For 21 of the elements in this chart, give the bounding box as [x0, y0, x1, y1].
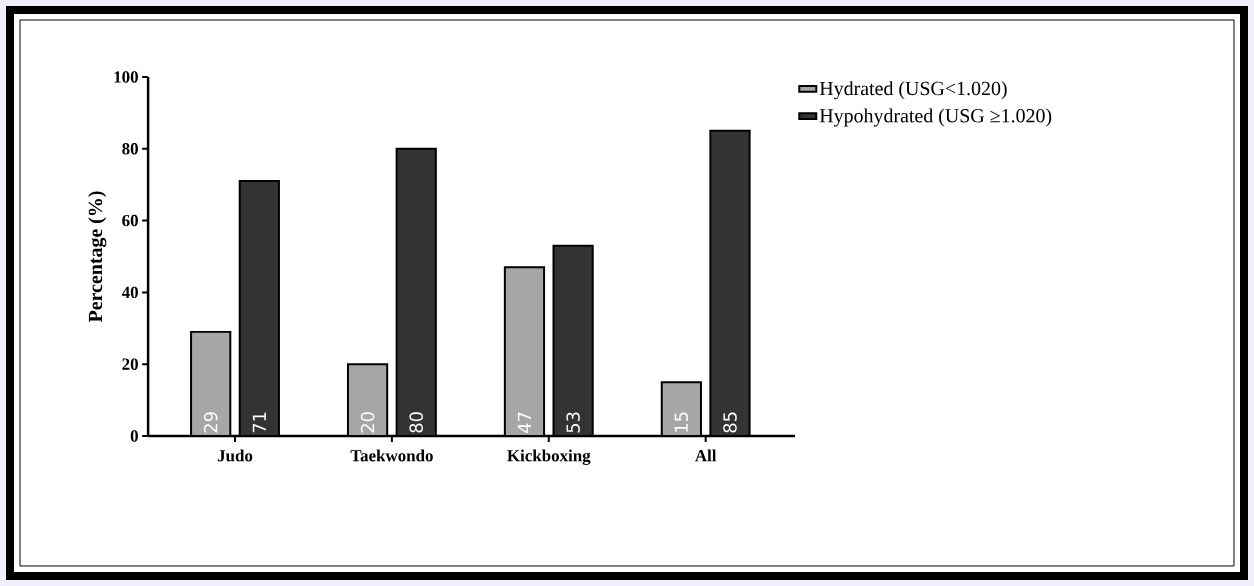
data-label: 20: [360, 412, 375, 433]
legend-label: Hypohydrated (USG ≥1.020): [819, 108, 1052, 127]
x-tick-label: Taekwondo: [350, 449, 433, 462]
y-tick-label: 100: [114, 71, 138, 83]
x-tick-label: Kickboxing: [507, 449, 591, 465]
data-label: 29: [203, 412, 218, 433]
y-tick-label: 40: [121, 286, 138, 299]
data-label: 80: [409, 412, 423, 433]
data-label: 71: [252, 412, 266, 433]
data-label: 15: [674, 412, 689, 432]
data-label: 85: [723, 412, 737, 433]
y-tick-label: 20: [122, 358, 138, 370]
y-tick-label: 80: [122, 143, 138, 155]
data-label: 53: [566, 412, 580, 433]
x-tick-label: Judo: [217, 449, 253, 462]
y-tick-label: 60: [122, 214, 138, 227]
y-tick-label: 0: [130, 430, 138, 442]
y-axis-title: Percentage (%): [88, 191, 107, 323]
data-label: 47: [517, 412, 531, 433]
legend-label: Hydrated (USG<1.020): [819, 81, 1007, 100]
x-tick-label: All: [695, 449, 717, 462]
